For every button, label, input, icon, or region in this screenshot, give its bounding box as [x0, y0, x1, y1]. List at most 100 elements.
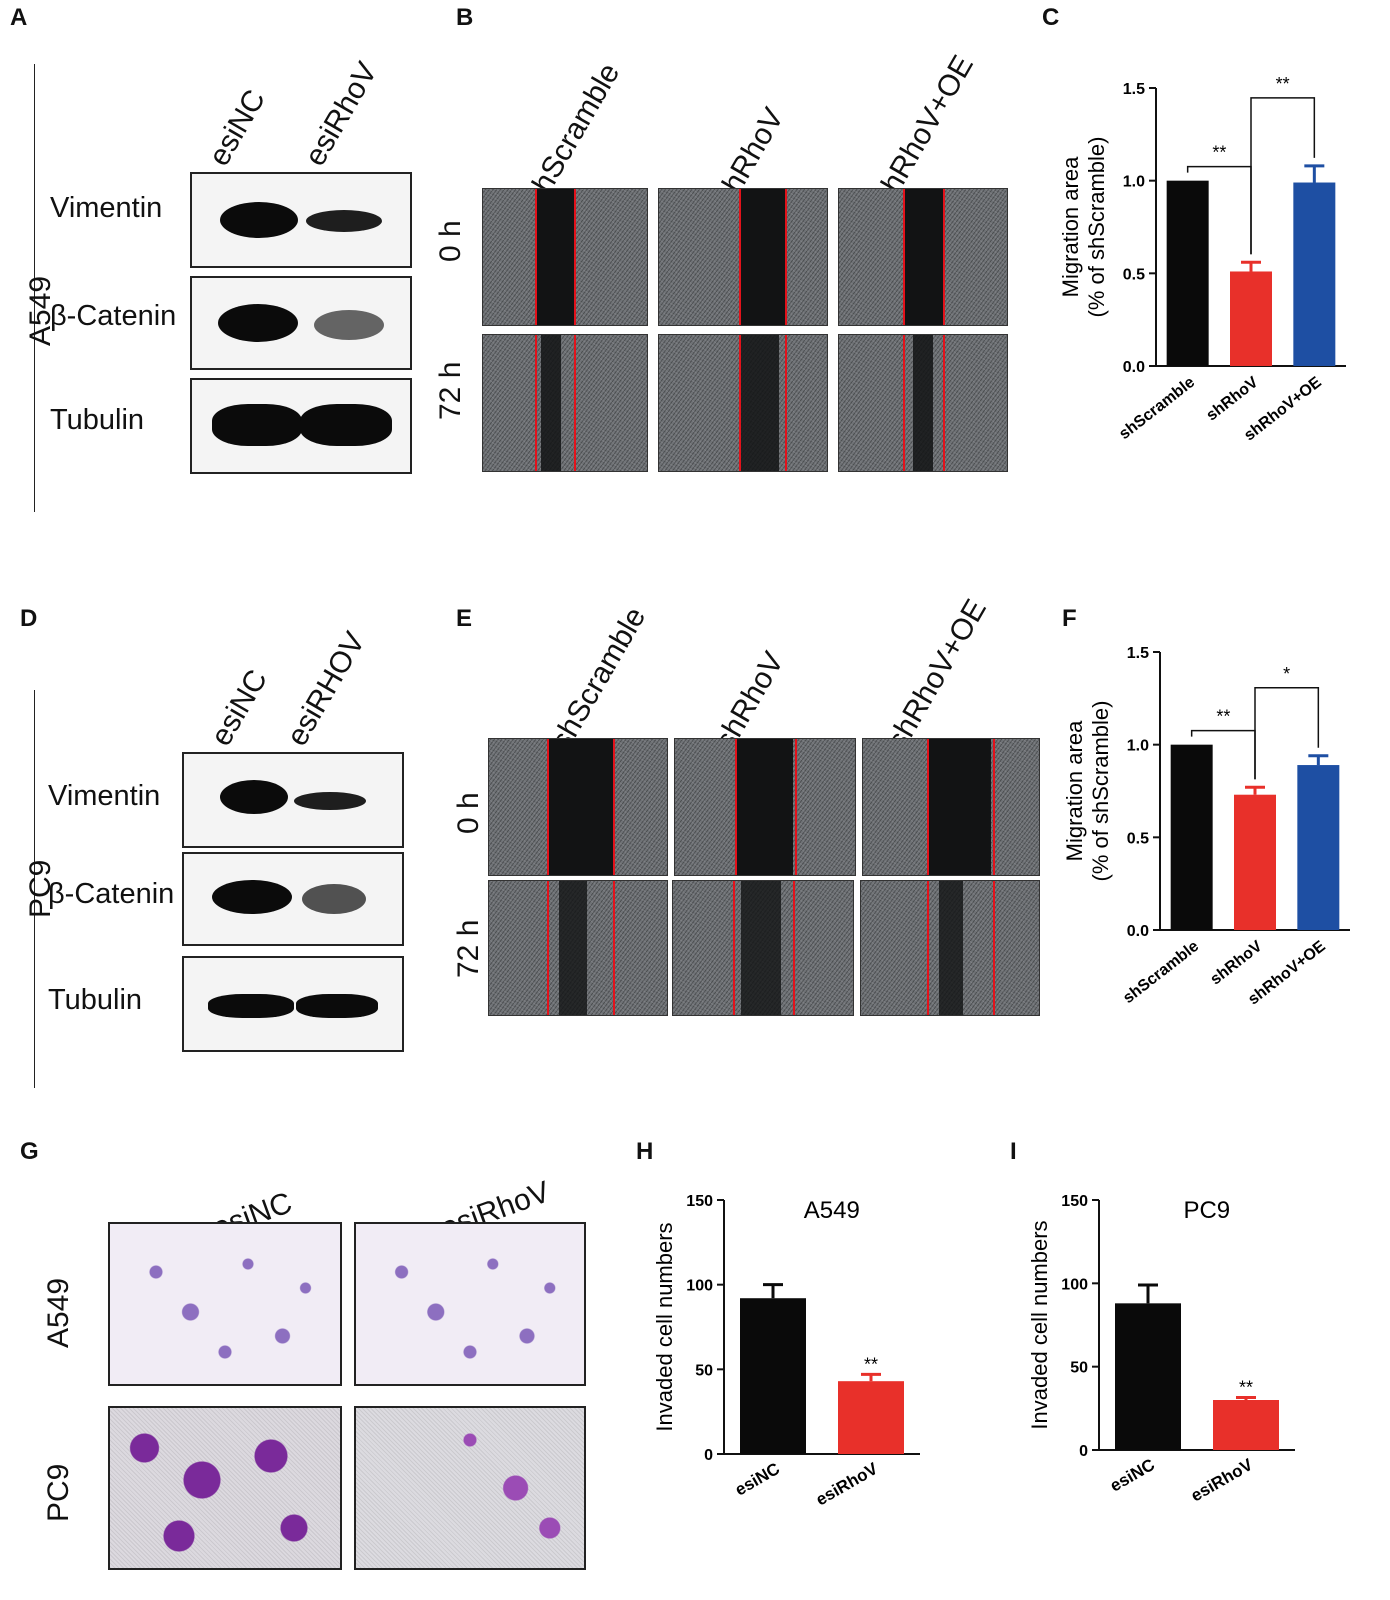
- y-axis-label: Invaded cell numbers: [652, 1222, 677, 1431]
- panel-label-c: C: [1042, 4, 1060, 31]
- y-tick-label: 150: [686, 1193, 713, 1210]
- significance-label: *: [1283, 664, 1290, 684]
- panel-label-e: E: [456, 605, 473, 632]
- protein-label: β-Catenin: [50, 300, 177, 332]
- x-tick-label: shRhoV: [1207, 938, 1265, 989]
- panel-label-d: D: [20, 605, 38, 632]
- x-tick-label: esiNC: [732, 1459, 783, 1500]
- bar: [838, 1381, 904, 1454]
- scratch-image-0h-shscramble: [482, 188, 648, 326]
- y-tick-label: 50: [695, 1362, 713, 1379]
- scratch-image-72h-shrhov: [658, 334, 828, 472]
- blot-strip-beta-catenin: [190, 276, 412, 370]
- y-axis-label: Invaded cell numbers: [1027, 1220, 1052, 1429]
- significance-mark: **: [864, 1354, 878, 1374]
- x-tick-label: esiRhoV: [1188, 1455, 1257, 1506]
- panel-label-g: G: [20, 1138, 39, 1165]
- scratch-image-72h-shscramble: [482, 334, 648, 472]
- significance-bracket: [1254, 687, 1320, 780]
- panel-a-lane-label: esiRhoV: [298, 56, 384, 172]
- transwell-image-a549-esirhov: [354, 1222, 586, 1386]
- panel-g-row-label: PC9: [42, 1463, 75, 1522]
- bar: [1234, 794, 1276, 930]
- panel-g-row-label: A549: [42, 1277, 75, 1348]
- x-tick-label: esiNC: [1107, 1455, 1158, 1496]
- y-tick-label: 0.0: [1127, 923, 1149, 940]
- scratch-image-0h-shrhov: [674, 738, 856, 876]
- panel-label-f: F: [1062, 605, 1077, 632]
- panel-d-lane-label: esiRHOV: [280, 626, 372, 752]
- significance-label: **: [1216, 707, 1230, 727]
- protein-label: Vimentin: [50, 192, 163, 224]
- y-tick-label: 1.0: [1123, 174, 1145, 191]
- blot-strip-tubulin: [182, 956, 404, 1052]
- y-axis-label: (% of shScramble): [1088, 701, 1113, 882]
- bar: [1170, 744, 1213, 930]
- y-axis-label: Migration area: [1058, 156, 1083, 297]
- scratch-image-72h-shrhov: [672, 880, 854, 1016]
- x-tick-label: shScramble: [1120, 938, 1202, 1007]
- panel-a-bracket-line: [34, 64, 35, 512]
- transwell-image-pc9-esirhov: [354, 1406, 586, 1570]
- significance-mark: **: [1239, 1378, 1253, 1398]
- y-tick-label: 50: [1070, 1360, 1088, 1377]
- blot-strip-tubulin: [190, 378, 412, 474]
- y-tick-label: 1.0: [1127, 738, 1149, 755]
- timepoint-label: 0 h: [452, 792, 485, 834]
- y-tick-label: 0: [1079, 1443, 1088, 1460]
- panel-f-bar-chart: 0.0 0.5 1.0 1.5 Migration area (% of shScramb…: [1062, 645, 1350, 1008]
- bar: [1166, 180, 1209, 366]
- transwell-image-a549-esinc: [108, 1222, 342, 1386]
- bar: [1213, 1400, 1279, 1450]
- blot-strip-vimentin: [182, 752, 404, 848]
- bar: [740, 1298, 806, 1454]
- significance-label: **: [1212, 143, 1226, 163]
- significance-bracket: [1250, 97, 1316, 255]
- bar: [1297, 765, 1340, 930]
- bar: [1293, 182, 1336, 366]
- protein-label: Tubulin: [48, 984, 143, 1016]
- timepoint-label: 0 h: [434, 220, 467, 262]
- panel-label-h: H: [636, 1138, 654, 1165]
- panel-label-a: A: [10, 4, 28, 31]
- panel-label-b: B: [456, 4, 474, 31]
- x-tick-label: esiRhoV: [813, 1459, 882, 1510]
- y-tick-label: 0.0: [1123, 359, 1145, 376]
- blot-strip-vimentin: [190, 172, 412, 268]
- blot-strip-beta-catenin: [182, 852, 404, 946]
- panel-c-bar-chart: 0.0 0.5 1.0 1.5 Migration area (% of shScramb…: [1058, 74, 1346, 444]
- y-axis-label: (% of shScramble): [1084, 137, 1109, 318]
- panel-d-bracket-line: [34, 690, 35, 1088]
- significance-label: **: [1276, 74, 1290, 94]
- timepoint-label: 72 h: [452, 919, 485, 978]
- y-tick-label: 0.5: [1123, 266, 1145, 283]
- y-tick-label: 100: [686, 1278, 713, 1295]
- y-tick-label: 0: [704, 1447, 713, 1464]
- scratch-image-0h-shrhov-oe: [862, 738, 1040, 876]
- y-tick-label: 150: [1061, 1193, 1088, 1210]
- y-tick-label: 0.5: [1127, 830, 1149, 847]
- scratch-image-72h-shrhov-oe: [860, 880, 1040, 1016]
- protein-label: β-Catenin: [48, 878, 175, 910]
- y-axis-label: Migration area: [1062, 720, 1087, 861]
- bar: [1115, 1303, 1181, 1450]
- y-tick-label: 1.5: [1127, 645, 1149, 662]
- panel-a-lane-label: esiNC: [202, 84, 272, 172]
- chart-title: A549: [804, 1197, 860, 1224]
- condition-label: shRhoV+OE: [880, 593, 993, 756]
- panel-h-bar-chart: 0 50 100 150 Invaded cell numbers A549 esiNC **…: [652, 1193, 920, 1510]
- x-tick-label: shRhoV: [1203, 374, 1261, 425]
- panel-label-i: I: [1010, 1138, 1017, 1165]
- y-tick-label: 1.5: [1123, 81, 1145, 98]
- panel-i-bar-chart: 0 50 100 150 Invaded cell numbers PC9 esiNC ** e…: [1027, 1193, 1295, 1506]
- y-tick-label: 100: [1061, 1276, 1088, 1293]
- condition-label: shScramble: [544, 601, 653, 756]
- protein-label: Vimentin: [48, 780, 161, 812]
- scratch-image-72h-shscramble: [488, 880, 668, 1016]
- x-tick-label: shScramble: [1116, 374, 1198, 443]
- transwell-image-pc9-esinc: [108, 1406, 342, 1570]
- scratch-image-72h-shrhov-oe: [838, 334, 1008, 472]
- bar: [1230, 271, 1272, 366]
- chart-title: PC9: [1183, 1197, 1230, 1224]
- panel-d-lane-label: esiNC: [204, 664, 274, 752]
